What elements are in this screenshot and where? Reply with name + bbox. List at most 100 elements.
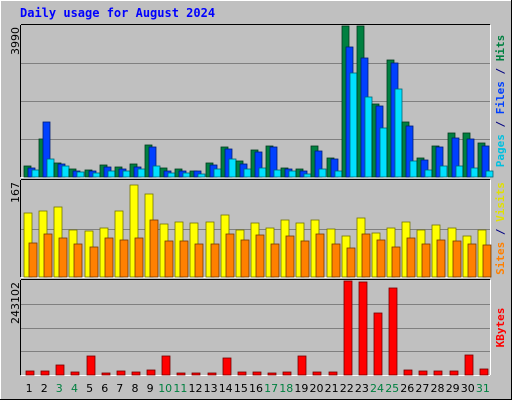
panel-kbytes-ymax-label: 243102 [9,282,22,324]
day-label-20: 20 [310,382,324,395]
panel-hits-legend: Pages / Files / Hits [494,35,507,168]
day-label-23: 23 [355,382,369,395]
bar-pages-day-14 [228,158,237,178]
panel-hits-ymax-label: 3990 [9,27,22,55]
bar-pages-day-17 [273,169,282,178]
bar-pages-day-9 [152,165,161,178]
bar-sites-day-13 [210,243,220,278]
legend-part: Sites [494,242,507,275]
bar-kbytes-day-16 [252,371,262,376]
day-label-13: 13 [204,382,218,395]
day-label-30: 30 [461,382,475,395]
bar-kbytes-day-17 [267,372,277,376]
bar-pages-day-5 [92,172,101,178]
bar-sites-day-19 [300,240,310,278]
bar-pages-day-21 [334,170,343,178]
bar-sites-day-10 [164,240,174,278]
bar-sites-day-29 [452,240,462,278]
bar-pages-day-27 [424,169,433,178]
legend-part: Hits [494,35,507,62]
legend-part: Visits [494,182,507,222]
bar-kbytes-day-13 [207,372,217,376]
bar-sites-day-4 [73,243,83,278]
bar-visits-day-8 [129,184,139,278]
panel-kbytes-legend: KBytes [494,308,507,348]
bar-kbytes-day-29 [449,370,459,376]
bar-kbytes-day-21 [328,371,338,376]
bar-pages-day-12 [197,173,206,178]
bar-pages-day-23 [364,96,373,178]
day-label-22: 22 [340,382,354,395]
bar-sites-day-22 [346,247,356,278]
day-label-28: 28 [431,382,445,395]
day-label-2: 2 [41,382,48,395]
day-label-14: 14 [219,382,233,395]
bar-kbytes-day-20 [312,371,322,376]
day-label-18: 18 [279,382,293,395]
bar-kbytes-day-18 [282,371,292,376]
bar-pages-day-2 [46,158,55,178]
bar-kbytes-day-23 [358,281,368,376]
day-label-3: 3 [56,382,63,395]
bar-pages-day-13 [213,168,222,178]
day-label-10: 10 [158,382,172,395]
legend-part: / [494,114,507,134]
day-label-12: 12 [189,382,203,395]
bar-kbytes-day-31 [479,368,489,376]
bar-pages-day-24 [379,127,388,178]
bar-sites-day-25 [391,246,401,278]
bar-sites-day-30 [467,243,477,278]
bar-files-day-30 [466,138,475,178]
day-label-6: 6 [101,382,108,395]
day-label-24: 24 [370,382,384,395]
bar-sites-day-9 [149,219,159,278]
bar-pages-day-6 [107,170,116,178]
bar-sites-day-16 [255,234,265,278]
bar-kbytes-day-6 [101,372,111,376]
legend-part: KBytes [494,308,507,348]
bar-files-day-16 [254,151,263,178]
bar-files-day-27 [420,159,429,178]
bar-files-day-28 [435,146,444,178]
legend-part: Files [494,81,507,114]
day-label-16: 16 [249,382,263,395]
bar-kbytes-day-9 [146,369,156,376]
bar-pages-day-30 [470,167,479,178]
chart-title: Daily usage for August 2024 [20,6,215,20]
bar-sites-day-23 [361,233,371,278]
bar-pages-day-15 [243,168,252,178]
bar-files-day-21 [330,158,339,178]
bar-sites-day-7 [119,239,129,278]
bar-kbytes-day-10 [161,355,171,376]
day-label-19: 19 [294,382,308,395]
bar-pages-day-1 [31,169,40,178]
bar-sites-day-17 [270,243,280,278]
bar-pages-day-10 [167,172,176,178]
bar-pages-day-31 [485,170,494,178]
bar-pages-day-26 [409,160,418,178]
day-label-17: 17 [264,382,278,395]
day-label-4: 4 [71,382,78,395]
day-label-25: 25 [385,382,399,395]
panel-kbytes: 243102 KBytes [9,279,507,376]
bar-kbytes-day-25 [388,287,398,376]
bar-sites-day-15 [240,239,250,278]
bar-sites-day-8 [134,237,144,278]
bar-kbytes-day-2 [40,370,50,376]
panel-visits-ymax-label: 167 [9,182,22,203]
bar-sites-day-3 [58,237,68,278]
bar-files-day-20 [314,150,323,178]
bar-sites-day-24 [376,239,386,278]
panel-hits: 3990 Pages / Files / Hits [9,24,507,178]
bar-kbytes-day-26 [403,369,413,376]
bar-kbytes-day-27 [418,370,428,376]
bar-kbytes-day-3 [55,364,65,376]
bar-sites-day-27 [421,243,431,278]
bar-sites-day-20 [315,233,325,278]
bar-kbytes-day-15 [237,371,247,376]
bar-pages-day-11 [182,172,191,178]
bar-files-day-9 [148,146,157,178]
bar-pages-day-29 [455,165,464,178]
bar-sites-day-31 [482,244,492,278]
day-label-7: 7 [116,382,123,395]
